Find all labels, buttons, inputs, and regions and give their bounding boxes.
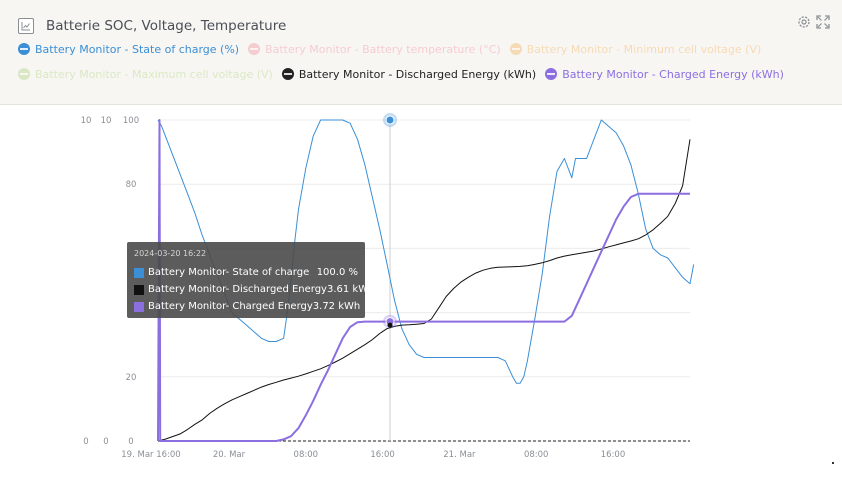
legend-item-battery-temperature[interactable]: Battery Monitor - Battery temperature (°… [248, 43, 501, 56]
tooltip-row-discharged-energy: Battery Monitor- Discharged Energy 3.61 … [134, 281, 374, 298]
tooltip-swatch [134, 301, 144, 312]
legend-toggle-icon [509, 43, 522, 55]
legend-item-minimum-cell-voltage[interactable]: Battery Monitor - Minimum cell voltage (… [509, 42, 762, 56]
y-tick-label: 20 [126, 373, 137, 383]
legend-label: Battery Monitor - Minimum cell voltage (… [526, 42, 762, 56]
y-tick-label: 80 [126, 180, 137, 190]
legend-label: Battery Monitor - Charged Energy (kWh) [562, 67, 784, 81]
legend-toggle-icon [545, 68, 558, 80]
chart-area[interactable]: 0 10 0 10 0 20 80 100 19. Mar 16:00 20. Mar 08:00 1… [0, 105, 842, 473]
fullscreen-icon[interactable] [815, 14, 833, 32]
legend-row-1: Battery Monitor - State of charge (%) Ba… [18, 41, 770, 57]
legend-row-2: Battery Monitor - Maximum cell voltage (… [18, 66, 793, 82]
tooltip-time: 2024-03-20 16:22 [134, 249, 207, 258]
tooltip-label: Battery Monitor- Discharged Energy [148, 284, 327, 295]
x-tick-label: 16:00 [601, 450, 626, 460]
y-tick-label: 10 [81, 116, 92, 126]
legend-item-maximum-cell-voltage[interactable]: Battery Monitor - Maximum cell voltage (… [18, 68, 273, 81]
legend-toggle-icon [18, 43, 30, 55]
gear-icon[interactable] [796, 14, 814, 32]
legend-toggle-icon [248, 43, 261, 55]
legend-item-discharged-energy[interactable]: Battery Monitor - Discharged Energy (kWh… [281, 67, 537, 81]
widget-header: Batterie SOC, Voltage, Temperature Batte… [0, 0, 842, 105]
x-tick-label: 20. Mar [213, 450, 246, 460]
series-line [157, 119, 695, 384]
title-row: Batterie SOC, Voltage, Temperature [18, 16, 286, 36]
y-tick-label: 0 [128, 437, 133, 447]
tooltip-value: 100.0 % [316, 267, 358, 278]
y-tick-label: 0 [103, 437, 108, 447]
y-tick-label: 10 [101, 116, 112, 126]
legend-label: Battery Monitor - State of charge (%) [35, 42, 240, 56]
x-tick-label: 21. Mar [443, 450, 476, 460]
tooltip-label: Battery Monitor- Charged Energy [148, 301, 313, 312]
legend-item-charged-energy[interactable]: Battery Monitor - Charged Energy (kWh) [545, 68, 784, 81]
tooltip-label: Battery Monitor- State of charge [148, 267, 310, 278]
chart-icon [18, 18, 34, 34]
tooltip-value: 3.72 kWh [312, 301, 361, 312]
legend-toggle-icon [18, 68, 30, 80]
chart-tooltip: 2024-03-20 16:22 Battery Monitor- State … [127, 242, 374, 318]
widget-title: Batterie SOC, Voltage, Temperature [46, 18, 287, 34]
series-line [157, 119, 690, 442]
x-tick-label: 08:00 [294, 450, 319, 460]
tooltip-swatch [134, 267, 144, 278]
legend-label: Battery Monitor - Discharged Energy (kWh… [298, 67, 537, 81]
legend-toggle-icon [281, 68, 294, 80]
hover-point-state-of-charge [385, 115, 395, 125]
x-tick-label: 16:00 [370, 450, 395, 460]
y-tick-label: 0 [83, 437, 88, 447]
tooltip-swatch [134, 284, 144, 295]
x-tick-label: 19. Mar 16:00 [121, 450, 180, 460]
resize-handle [832, 462, 834, 464]
x-tick-label: 08:00 [524, 450, 549, 460]
y-tick-label: 100 [123, 116, 139, 126]
hover-point-discharged-energy [387, 322, 393, 328]
tooltip-row-state-of-charge: Battery Monitor- State of charge 100.0 % [134, 264, 358, 281]
legend-item-state-of-charge[interactable]: Battery Monitor - State of charge (%) [18, 43, 239, 56]
tooltip-value: 3.61 kWh [326, 284, 375, 295]
legend-label: Battery Monitor - Maximum cell voltage (… [35, 67, 273, 81]
legend-label: Battery Monitor - Battery temperature (°… [265, 42, 501, 56]
series-line [157, 139, 691, 442]
tooltip-row-charged-energy: Battery Monitor- Charged Energy 3.72 kWh [134, 298, 361, 315]
